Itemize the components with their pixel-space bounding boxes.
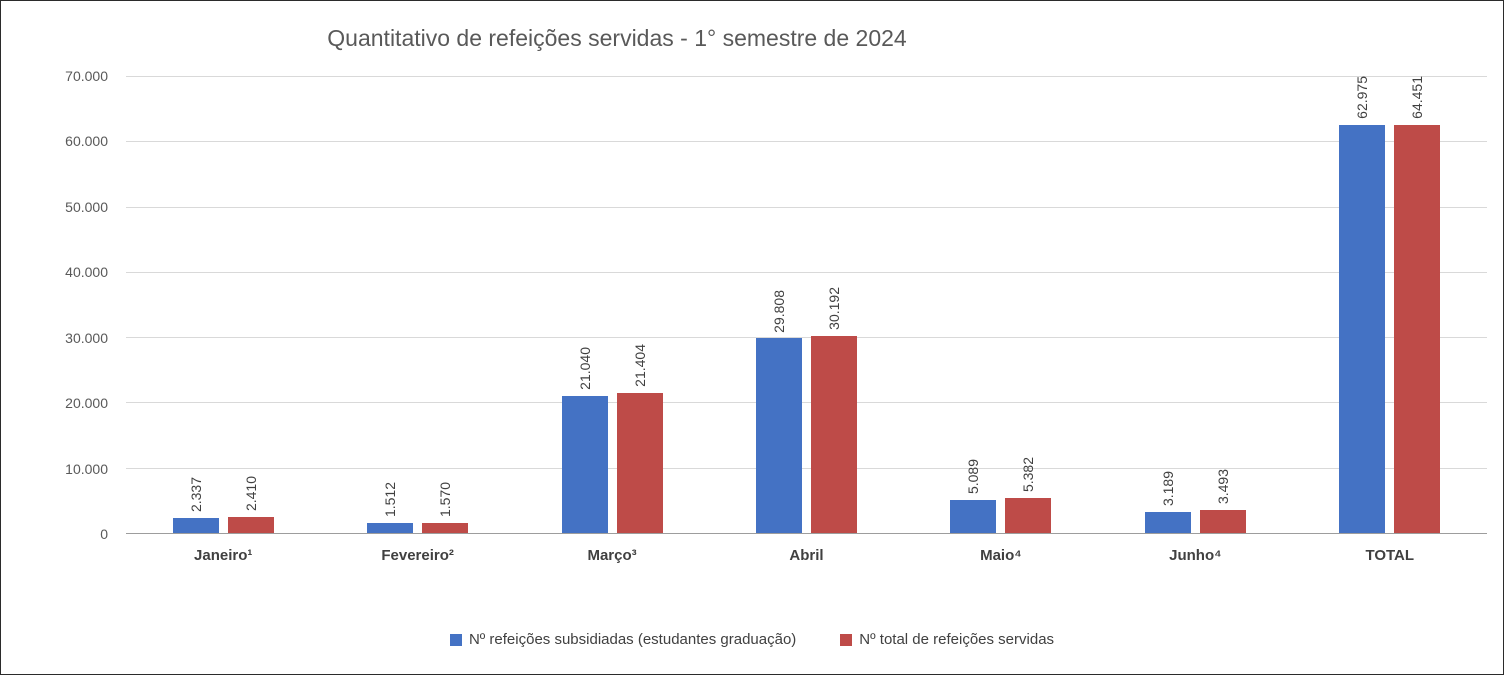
bar-column: 2.337	[172, 76, 219, 533]
gridline	[126, 206, 1487, 208]
category-group: 3.189 3.493	[1098, 76, 1292, 533]
bar-value-label: 5.382	[1020, 456, 1037, 492]
bar-value-label: 29.808	[770, 289, 787, 333]
y-tick-label: 50.000	[65, 198, 108, 215]
bar-value-label: 3.493	[1214, 469, 1231, 505]
gridline	[126, 141, 1487, 143]
bar-column: 2.410	[227, 76, 274, 533]
category-group: 2.337 2.410	[126, 76, 320, 533]
bar-column: 62.975	[1339, 76, 1386, 533]
category-label: Junho⁴	[1169, 547, 1222, 564]
category-label: Abril	[789, 547, 824, 564]
bar-value-label: 21.040	[576, 346, 593, 390]
y-tick-label: 30.000	[65, 329, 108, 346]
bar	[1144, 512, 1191, 533]
bar	[1394, 124, 1441, 533]
category-group: 62.975 64.451	[1293, 76, 1487, 533]
legend: Nº refeições subsidiadas (estudantes gra…	[1, 631, 1503, 648]
category-label: Janeiro¹	[194, 547, 253, 564]
bar	[1339, 124, 1386, 533]
bar	[810, 335, 857, 533]
legend-swatch-icon	[449, 633, 462, 646]
chart-title: Quantitativo de refeições servidas - 1° …	[327, 25, 907, 51]
category-label: Maio⁴	[980, 547, 1022, 564]
bar	[172, 517, 219, 533]
bar-column: 3.493	[1199, 76, 1246, 533]
gridline	[126, 402, 1487, 404]
y-axis-labels: 70.000 60.000 50.000 40.000 30.000 20.000 10.0…	[11, 68, 116, 542]
bar	[950, 499, 997, 533]
gridline	[126, 467, 1487, 469]
category-labels: Janeiro¹ Fevereiro² Março³ Abril Maio⁴ Junho⁴…	[126, 547, 1487, 564]
bar-column: 1.512	[367, 76, 414, 533]
bar-column: 21.404	[616, 76, 663, 533]
bar-value-label: 2.337	[187, 476, 204, 512]
y-tick-label: 20.000	[65, 395, 108, 412]
bar-column: 64.451	[1394, 76, 1441, 533]
legend-swatch-icon	[840, 633, 853, 646]
bar	[616, 393, 663, 533]
bar-value-label: 1.512	[382, 482, 399, 518]
y-tick-label: 0	[100, 526, 108, 542]
y-tick-label: 70.000	[65, 68, 108, 84]
bar-value-label: 2.410	[242, 476, 259, 512]
bar	[367, 523, 414, 533]
bar-column: 1.570	[422, 76, 469, 533]
bar	[1005, 497, 1052, 533]
bar-value-label: 30.192	[825, 287, 842, 330]
bar-column: 3.189	[1144, 76, 1191, 533]
bar	[422, 522, 469, 533]
legend-item: Nº total de refeições servidas	[840, 631, 1054, 648]
legend-label: Nº refeições subsidiadas (estudantes gra…	[468, 631, 797, 648]
bar-value-label: 1.570	[437, 481, 454, 517]
bar	[561, 395, 608, 533]
gridline	[126, 337, 1487, 339]
legend-label: Nº total de refeições servidas	[859, 631, 1055, 648]
bar-value-label: 62.975	[1354, 76, 1371, 119]
category-group: 21.040 21.404	[515, 76, 709, 533]
bar-column: 29.808	[755, 76, 802, 533]
bar-value-label: 64.451	[1409, 76, 1426, 119]
y-tick-label: 60.000	[65, 133, 108, 150]
bar-value-label: 21.404	[631, 344, 648, 388]
category-label: Fevereiro²	[381, 547, 454, 564]
category-group: 1.512 1.570	[320, 76, 514, 533]
bar-value-label: 5.089	[965, 458, 982, 494]
category-label: Março³	[587, 547, 637, 564]
bar-column: 5.089	[950, 76, 997, 533]
category-label: TOTAL	[1365, 547, 1415, 564]
plot-area: 2.337 2.410 1.512 1.570 21.040 21.404 29.808 30…	[126, 76, 1487, 534]
category-group: 29.808 30.192	[709, 76, 903, 533]
category-group: 5.089 5.382	[904, 76, 1098, 533]
y-tick-label: 40.000	[65, 264, 108, 281]
bar-column: 30.192	[810, 76, 857, 533]
bar	[1199, 510, 1246, 533]
gridline	[126, 76, 1487, 77]
legend-item: Nº refeições subsidiadas (estudantes gra…	[449, 631, 797, 648]
gridline	[126, 271, 1487, 273]
y-tick-label: 10.000	[65, 460, 108, 477]
bar-value-label: 3.189	[1159, 471, 1176, 507]
bar	[227, 517, 274, 533]
bar-column: 21.040	[561, 76, 608, 533]
bars-layer: 2.337 2.410 1.512 1.570 21.040 21.404 29.808 30…	[126, 76, 1487, 533]
bar-column: 5.382	[1005, 76, 1052, 533]
bar	[755, 338, 802, 533]
